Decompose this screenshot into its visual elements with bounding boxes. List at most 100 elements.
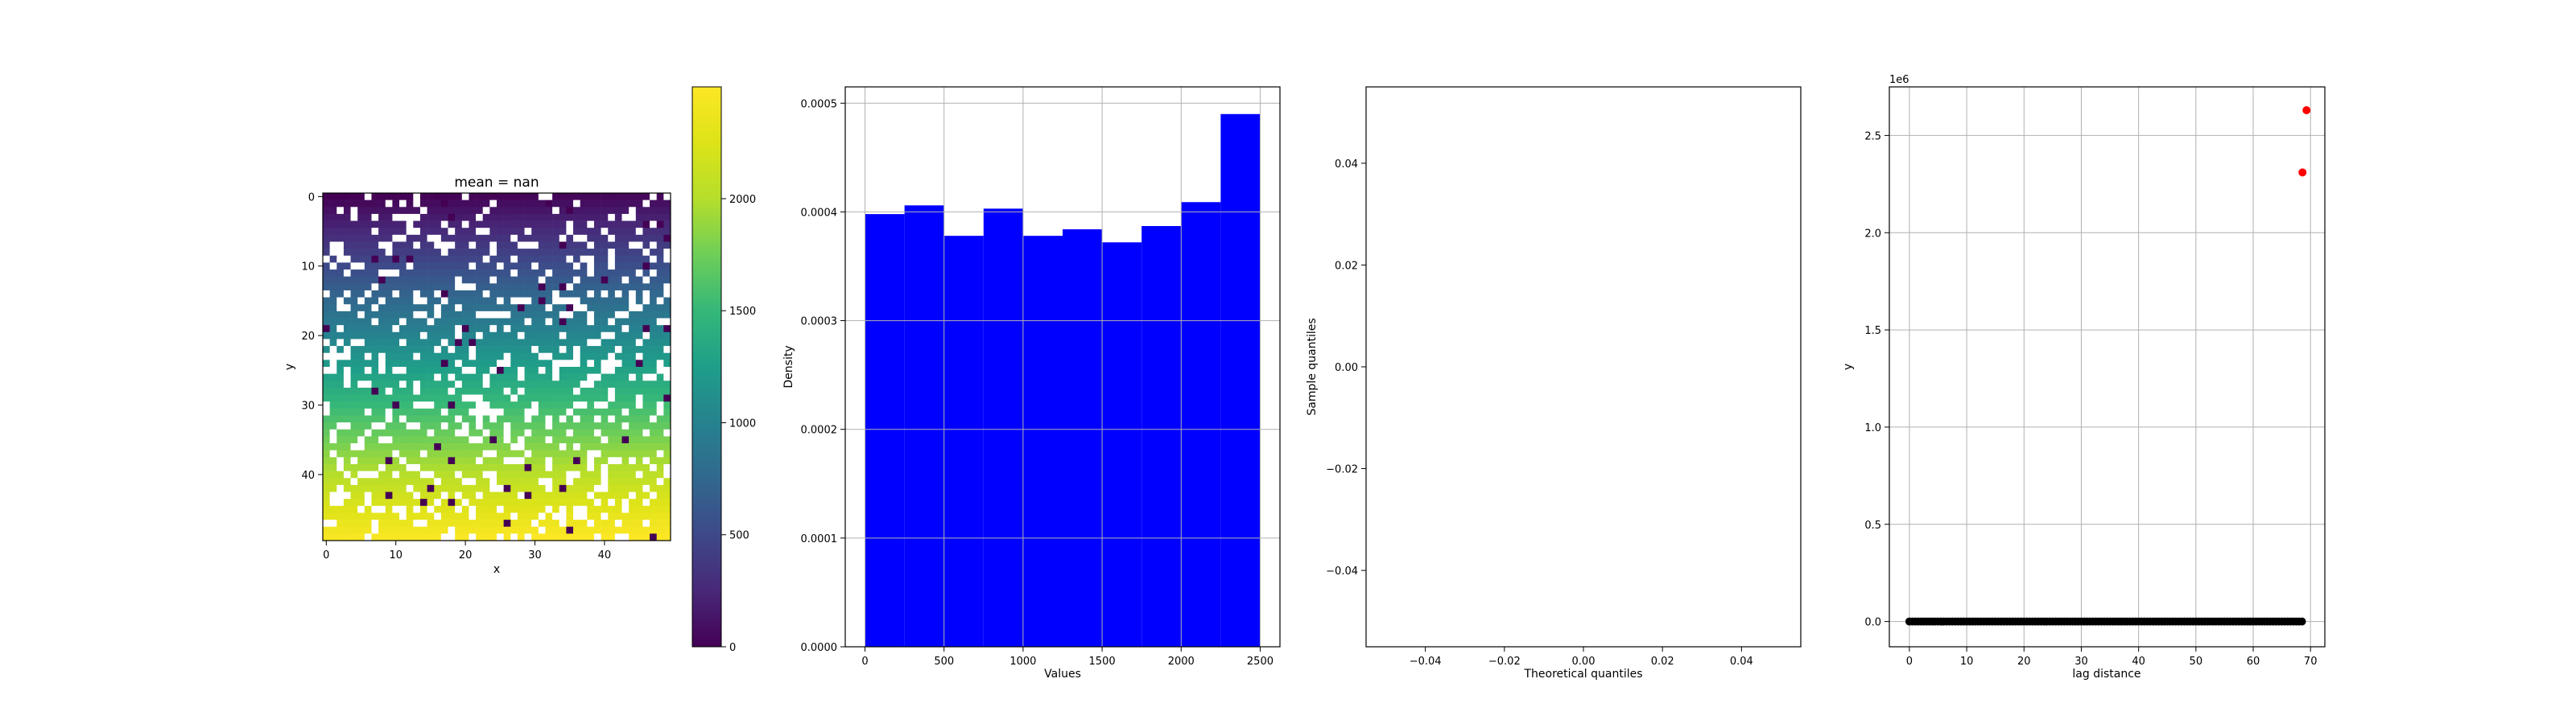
heatmap-cell — [524, 290, 532, 298]
heatmap-cell — [587, 429, 595, 437]
heatmap-cell — [621, 360, 630, 368]
heatmap-cell — [663, 533, 671, 541]
heatmap-cell — [608, 478, 616, 486]
heatmap-cell — [642, 373, 650, 381]
heatmap-cell — [364, 276, 372, 284]
heatmap-cell — [364, 311, 372, 319]
heatmap-cell — [524, 367, 532, 374]
heatmap-cell — [399, 408, 407, 416]
heatmap-cell — [635, 408, 643, 416]
heatmap-cell — [392, 408, 400, 416]
heatmap-cell — [601, 311, 609, 319]
heatmap-cell — [538, 325, 546, 333]
heatmap-cell — [663, 492, 671, 500]
heatmap-cell — [378, 200, 386, 208]
heatmap-cell — [614, 234, 622, 242]
heatmap-cell — [629, 387, 637, 395]
heatmap-cell — [538, 533, 546, 541]
heatmap-cell — [559, 283, 567, 291]
heatmap-cell — [350, 387, 358, 395]
heatmap-cell — [343, 512, 351, 520]
heatmap-cell — [434, 408, 442, 416]
heatmap-cell — [650, 249, 658, 257]
heatmap-cell — [323, 220, 330, 228]
heatmap-cell — [461, 207, 469, 215]
heatmap-cell — [413, 269, 421, 277]
heatmap-cell — [392, 331, 400, 339]
heatmap-cell — [524, 352, 532, 360]
heatmap-cell — [482, 228, 490, 236]
heatmap-cell — [406, 241, 414, 249]
heatmap-cell — [413, 249, 421, 257]
heatmap-cell — [573, 325, 580, 333]
heatmap-cell — [455, 429, 463, 437]
heatmap-cell — [642, 234, 650, 242]
heatmap-cell — [357, 387, 365, 395]
heatmap-cell — [371, 352, 379, 360]
heatmap-cell — [531, 367, 539, 374]
heatmap-cell — [469, 381, 477, 389]
heatmap-cell — [482, 478, 490, 486]
heatmap-cell — [545, 526, 553, 534]
heatmap-cell — [461, 373, 469, 381]
heatmap-cell — [455, 505, 463, 513]
heatmap-cell — [371, 241, 379, 249]
heatmap-cell — [448, 304, 456, 312]
heatmap-cell — [601, 360, 609, 368]
heatmap-cell — [517, 276, 525, 284]
heatmap-cell — [601, 526, 609, 534]
heatmap-cell — [406, 443, 414, 450]
heatmap-cell — [566, 193, 574, 200]
heatmap-cell — [329, 262, 337, 270]
heatmap-cell — [497, 415, 504, 423]
heatmap-cell — [663, 463, 671, 471]
heatmap-cell — [357, 297, 365, 305]
heatmap-cell — [503, 228, 511, 236]
heatmap-cell — [559, 533, 567, 541]
heatmap-cell — [663, 297, 671, 305]
heatmap-cell — [434, 478, 442, 486]
heatmap-cell — [371, 249, 379, 257]
heatmap-cell — [455, 512, 463, 520]
heatmap-cell — [573, 381, 580, 389]
heatmap-cell — [663, 311, 671, 319]
heatmap-cell — [399, 450, 407, 458]
heatmap-cell — [656, 450, 664, 458]
heatmap-cell — [448, 450, 456, 458]
heatmap-cell — [343, 269, 351, 277]
heatmap-cell — [343, 276, 351, 284]
histogram-ytick-label: 0.0003 — [801, 316, 838, 328]
heatmap-ytick-label: 20 — [301, 331, 315, 343]
heatmap-cell — [497, 505, 504, 513]
heatmap-cell — [593, 443, 601, 450]
variogram-ytick-label: 1.0 — [1864, 422, 1881, 434]
heatmap-cell — [461, 499, 469, 507]
heatmap-cell — [476, 505, 484, 513]
heatmap-cell — [531, 200, 539, 208]
heatmap-cell — [378, 325, 386, 333]
heatmap-cell — [587, 325, 595, 333]
heatmap-cell — [552, 325, 560, 333]
heatmap-cell — [434, 262, 442, 270]
heatmap-cell — [392, 304, 400, 312]
heatmap-cell — [650, 360, 658, 368]
heatmap-cell — [510, 457, 518, 465]
heatmap-cell — [323, 311, 330, 319]
heatmap-cell — [336, 367, 345, 374]
heatmap-cell — [371, 276, 379, 284]
heatmap-cell — [552, 276, 560, 284]
heatmap-cell — [573, 401, 580, 409]
heatmap-cell — [385, 394, 393, 402]
heatmap-cell — [635, 255, 643, 263]
heatmap-cell — [489, 220, 497, 228]
heatmap-cell — [350, 249, 358, 257]
heatmap-cell — [419, 283, 427, 291]
heatmap-cell — [587, 331, 595, 339]
heatmap-cell — [455, 478, 463, 486]
heatmap-cell — [329, 373, 337, 381]
heatmap-cell — [510, 478, 518, 486]
heatmap-cell — [635, 499, 643, 507]
heatmap-cell — [545, 367, 553, 374]
heatmap-cell — [580, 297, 588, 305]
heatmap-cell — [329, 234, 337, 242]
